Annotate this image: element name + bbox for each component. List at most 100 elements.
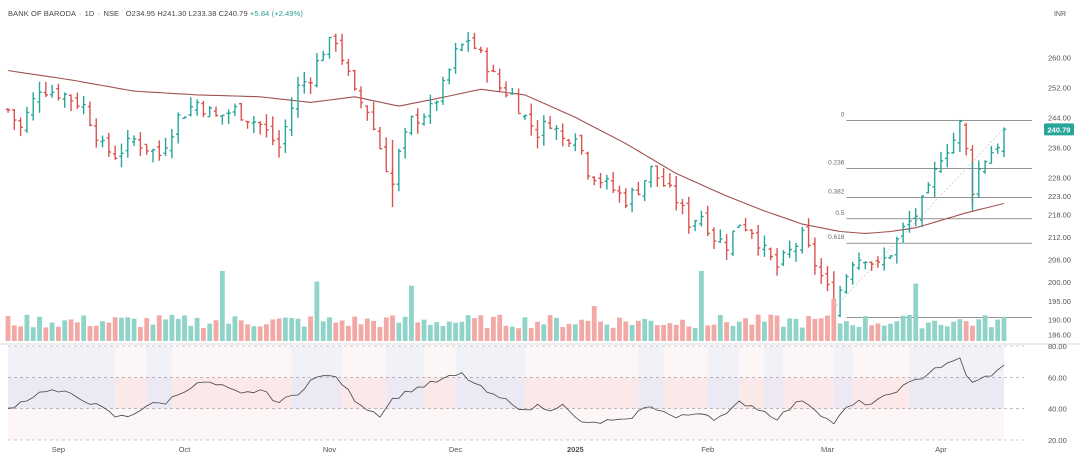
ohlc-bar — [465, 32, 471, 52]
ohlc-bar — [428, 94, 433, 125]
volume-bar — [938, 324, 944, 341]
rsi-upper-band-9 — [909, 346, 1004, 378]
volume-bar — [93, 325, 99, 341]
volume-bar — [988, 327, 994, 341]
ohlc-bar — [522, 114, 528, 121]
ohlc-bar — [497, 68, 502, 92]
volume-bar — [768, 314, 774, 341]
volume-bar — [106, 322, 112, 341]
volume-bar — [699, 271, 704, 341]
ohlc-bar — [667, 173, 673, 188]
ohlc-bar — [138, 132, 143, 157]
volume-bars — [5, 271, 1007, 341]
ohlc-bar — [320, 50, 326, 62]
volume-bar — [661, 324, 666, 341]
volume-bar — [327, 317, 332, 341]
volume-bar — [547, 315, 553, 341]
volume-bar — [137, 327, 143, 341]
ohlc-bar — [289, 97, 294, 137]
ohlc-bar — [478, 46, 483, 54]
volume-bar — [87, 326, 93, 341]
volume-bar — [667, 323, 673, 341]
volume-bar — [37, 316, 42, 341]
ohlc-bar — [781, 250, 786, 267]
ohlc-bar — [62, 92, 67, 108]
volume-bar — [24, 314, 30, 341]
volume-bar — [831, 299, 837, 341]
volume-bar — [932, 320, 938, 341]
volume-bar — [150, 324, 156, 341]
rsi-pink-band-5 — [663, 377, 708, 409]
price-tick-label: 223.00 — [1048, 192, 1071, 201]
volume-bar — [490, 316, 496, 341]
last-price-badge — [1044, 123, 1074, 136]
ohlc-bar — [919, 195, 925, 228]
rsi-upper-band-2 — [291, 346, 343, 378]
ohlc-bar — [220, 114, 225, 125]
exchange: NSE — [103, 9, 120, 18]
ohlc-bar — [201, 100, 206, 118]
volume-bar — [856, 326, 862, 341]
fib-label-0.5: 0.5 — [835, 210, 844, 217]
currency-label: INR — [1053, 11, 1066, 18]
ohlc-bar — [900, 222, 906, 244]
volume-bar — [219, 271, 225, 341]
ohlc-bar — [547, 116, 553, 129]
ohlc-bar — [453, 42, 458, 74]
ohlc-bar — [604, 174, 610, 190]
ohlc-bar — [598, 173, 603, 189]
volume-bar — [623, 321, 629, 341]
ohlc-bar — [642, 179, 647, 202]
ohlc-bar — [907, 210, 912, 233]
ohlc-bar — [749, 229, 755, 239]
volume-bar — [799, 327, 805, 341]
volume-bar — [919, 328, 925, 341]
volume-bar — [680, 319, 685, 341]
volume-bar — [194, 317, 200, 341]
ohlc-bar — [629, 187, 635, 213]
volume-bar — [282, 317, 288, 341]
ohlc-bar — [144, 143, 149, 155]
volume-bar — [383, 317, 389, 341]
volume-bar — [74, 322, 80, 341]
ohlc-bar — [182, 116, 187, 120]
volume-bar — [554, 317, 559, 341]
ohlc-bar — [529, 103, 534, 136]
volume-bar — [434, 322, 440, 341]
ohlc-bar — [768, 247, 773, 261]
volume-bar — [736, 321, 742, 341]
ohlc-bar — [415, 108, 420, 134]
ohlc-bar — [31, 92, 36, 121]
ohlc-bar — [75, 92, 80, 109]
volume-bar — [825, 315, 830, 341]
ohlc-bar — [81, 96, 86, 115]
fibonacci-retracement: 0 0.236 0.382 0.5 0.618 — [828, 111, 1032, 318]
volume-bar — [415, 322, 421, 341]
volume-bar — [207, 323, 213, 341]
ohlc-bar — [157, 140, 162, 161]
rsi-tick-label: 60.00 — [1048, 373, 1067, 382]
volume-bar — [995, 319, 1001, 341]
volume-bar — [528, 328, 534, 341]
volume-bar — [585, 320, 591, 341]
volume-bar — [869, 325, 875, 341]
rsi-upper-band-7 — [764, 346, 784, 378]
ohlc-bar — [592, 176, 597, 186]
volume-bar — [364, 318, 370, 341]
ohlc-bar — [49, 84, 55, 98]
ohlc-bar — [844, 273, 849, 294]
volume-bar — [188, 325, 194, 341]
ohlc-bar — [705, 205, 710, 237]
ohlc-bar — [976, 160, 981, 199]
volume-bar — [402, 316, 408, 341]
ohlc-bar — [484, 47, 490, 83]
volume-bar — [982, 315, 988, 341]
ohlc-bar — [636, 181, 641, 196]
x-tick-label: Nov — [323, 445, 337, 454]
rsi-upper-band-5 — [638, 346, 664, 378]
ohlc-bar — [793, 242, 799, 262]
ohlc-bar — [951, 132, 956, 154]
change-value: +5.84 (+2.49%) — [249, 9, 304, 18]
volume-bar — [963, 321, 969, 341]
